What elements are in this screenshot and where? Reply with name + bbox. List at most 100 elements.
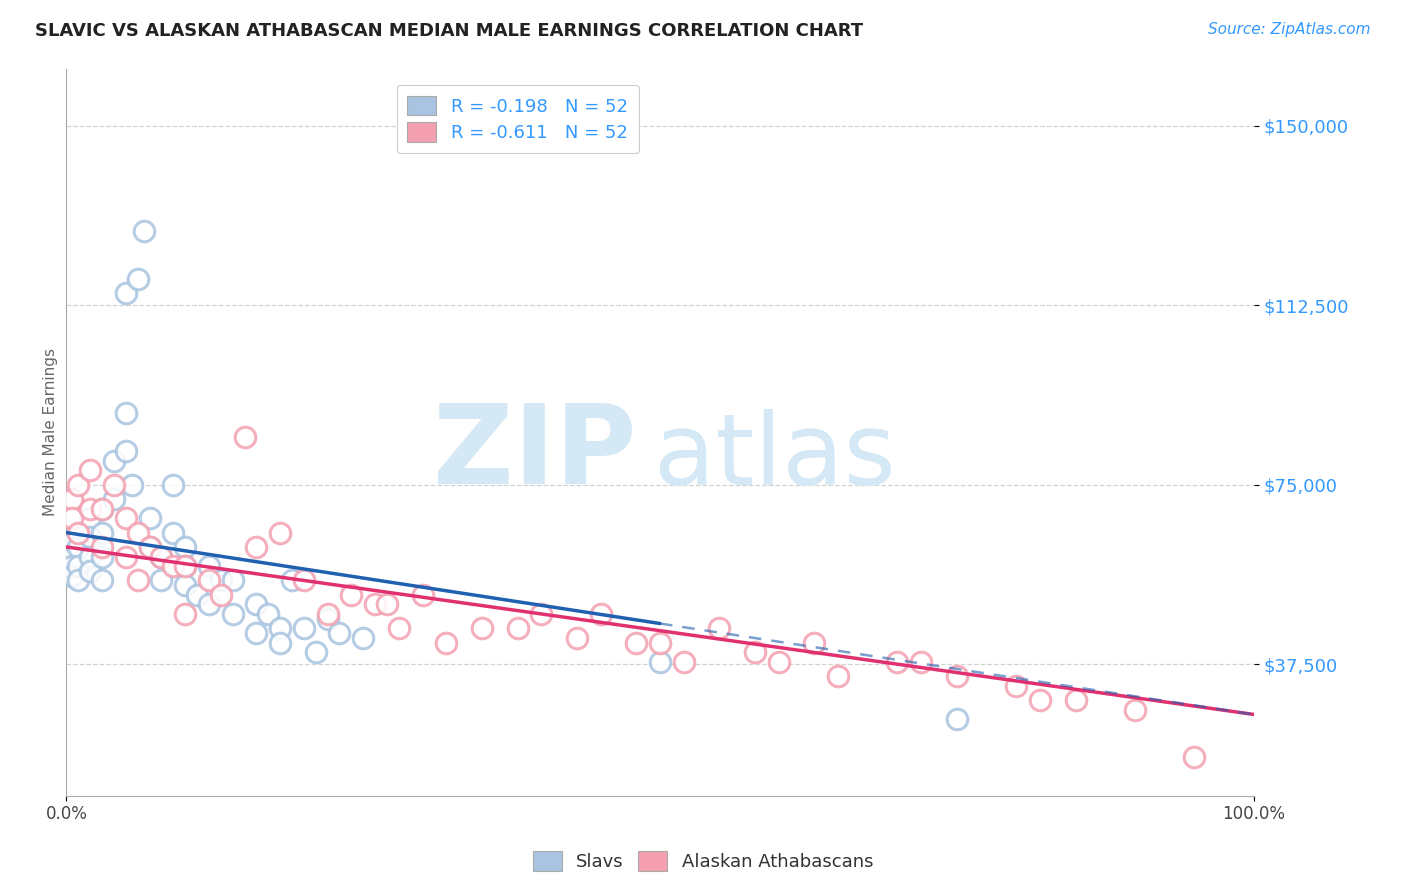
Point: [245, 626, 267, 640]
Point: [292, 621, 315, 635]
Point: [60, 492, 83, 507]
Point: [91, 525, 114, 540]
Point: [316, 607, 339, 621]
Point: [150, 549, 173, 564]
Point: [67, 525, 90, 540]
Point: [79, 564, 101, 578]
Point: [150, 549, 173, 564]
Point: [221, 607, 243, 621]
Point: [186, 588, 208, 602]
Point: [803, 635, 825, 649]
Point: [114, 549, 136, 564]
Point: [626, 635, 648, 649]
Y-axis label: Median Male Earnings: Median Male Earnings: [44, 348, 58, 516]
Point: [565, 631, 588, 645]
Point: [827, 669, 849, 683]
Point: [127, 272, 149, 286]
Point: [305, 645, 328, 659]
Point: [103, 477, 125, 491]
Point: [79, 511, 101, 525]
Point: [150, 574, 173, 588]
Point: [67, 574, 90, 588]
Point: [221, 574, 243, 588]
Point: [471, 621, 494, 635]
Point: [138, 511, 160, 525]
Point: [114, 406, 136, 420]
Point: [91, 574, 114, 588]
Point: [316, 612, 339, 626]
Point: [744, 645, 766, 659]
Point: [60, 511, 83, 525]
Point: [174, 559, 197, 574]
Point: [67, 477, 90, 491]
Point: [162, 525, 184, 540]
Point: [60, 535, 83, 549]
Point: [174, 559, 197, 574]
Point: [245, 540, 267, 554]
Point: [269, 525, 291, 540]
Point: [198, 559, 221, 574]
Point: [209, 588, 232, 602]
Point: [91, 549, 114, 564]
Point: [198, 598, 221, 612]
Point: [91, 501, 114, 516]
Point: [434, 635, 457, 649]
Point: [209, 574, 232, 588]
Point: [364, 598, 387, 612]
Point: [1182, 750, 1205, 764]
Point: [91, 540, 114, 554]
Point: [506, 621, 529, 635]
Point: [121, 477, 143, 491]
Point: [162, 559, 184, 574]
Point: [79, 463, 101, 477]
Point: [1123, 703, 1146, 717]
Point: [292, 574, 315, 588]
Point: [589, 607, 612, 621]
Text: atlas: atlas: [654, 409, 896, 506]
Point: [138, 540, 160, 554]
Point: [174, 578, 197, 592]
Point: [198, 574, 221, 588]
Text: ZIP: ZIP: [433, 401, 637, 508]
Point: [269, 621, 291, 635]
Point: [709, 621, 731, 635]
Point: [233, 430, 256, 444]
Point: [67, 540, 90, 554]
Point: [91, 501, 114, 516]
Point: [530, 607, 553, 621]
Point: [946, 669, 969, 683]
Point: [60, 559, 83, 574]
Point: [388, 621, 411, 635]
Point: [648, 655, 671, 669]
Point: [672, 655, 695, 669]
Point: [162, 477, 184, 491]
Text: SLAVIC VS ALASKAN ATHABASCAN MEDIAN MALE EARNINGS CORRELATION CHART: SLAVIC VS ALASKAN ATHABASCAN MEDIAN MALE…: [35, 22, 863, 40]
Legend: Slavs, Alaskan Athabascans: Slavs, Alaskan Athabascans: [526, 844, 880, 879]
Point: [281, 574, 304, 588]
Point: [114, 511, 136, 525]
Point: [127, 574, 149, 588]
Point: [352, 631, 374, 645]
Point: [1005, 679, 1028, 693]
Point: [340, 588, 363, 602]
Point: [1064, 693, 1087, 707]
Text: Source: ZipAtlas.com: Source: ZipAtlas.com: [1208, 22, 1371, 37]
Point: [269, 635, 291, 649]
Point: [132, 224, 155, 238]
Point: [67, 525, 90, 540]
Point: [886, 655, 908, 669]
Point: [910, 655, 932, 669]
Point: [114, 286, 136, 301]
Point: [79, 530, 101, 544]
Point: [768, 655, 790, 669]
Point: [1029, 693, 1052, 707]
Point: [375, 598, 398, 612]
Point: [946, 712, 969, 726]
Point: [138, 540, 160, 554]
Point: [412, 588, 434, 602]
Point: [174, 540, 197, 554]
Point: [60, 549, 83, 564]
Legend: R = -0.198   N = 52, R = -0.611   N = 52: R = -0.198 N = 52, R = -0.611 N = 52: [396, 85, 638, 153]
Point: [67, 559, 90, 574]
Point: [103, 492, 125, 507]
